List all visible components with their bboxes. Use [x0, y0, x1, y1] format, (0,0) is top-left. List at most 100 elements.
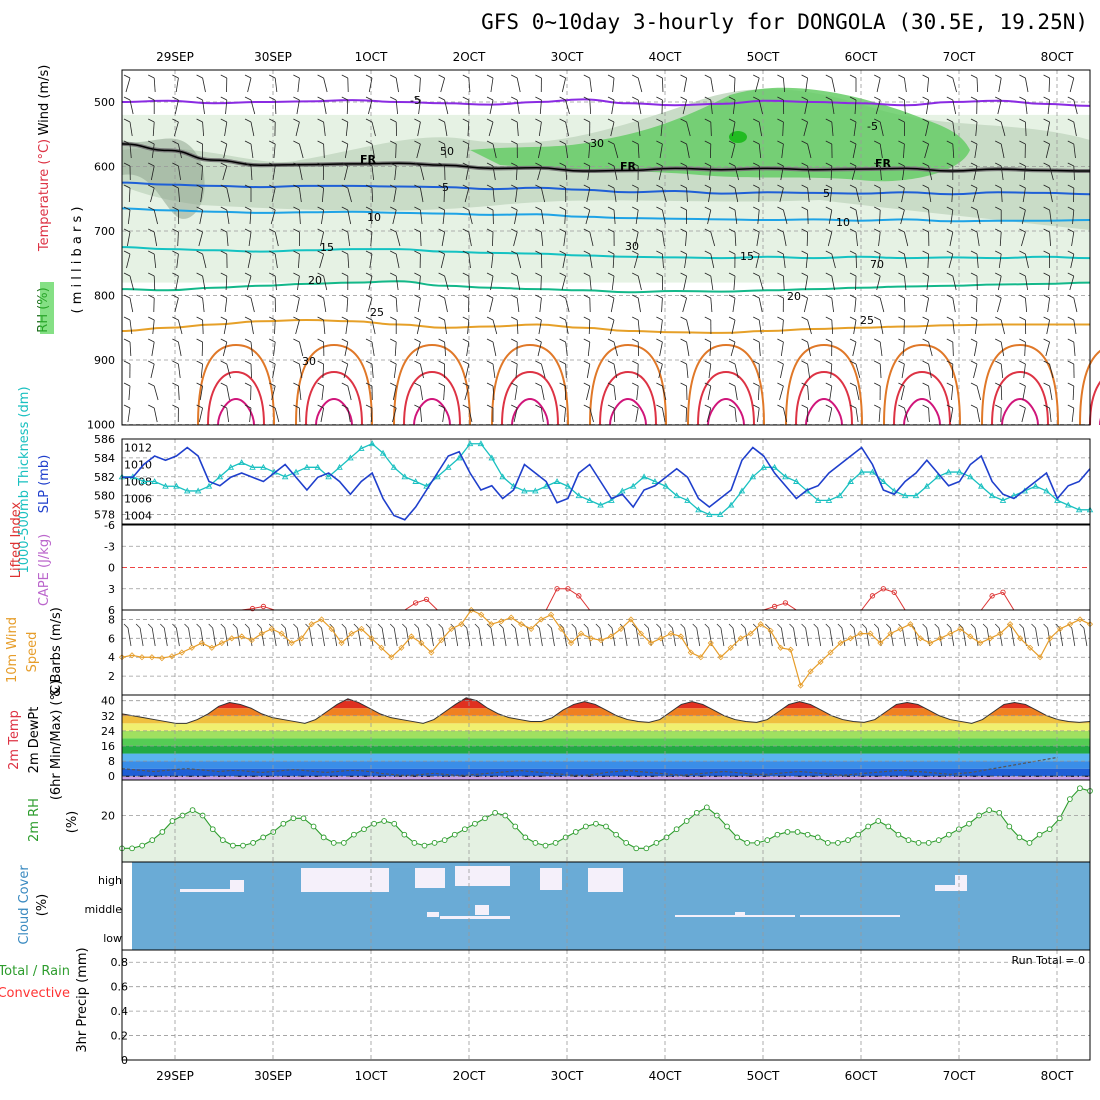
- rh2m-point: [1016, 834, 1023, 841]
- wind-speed-point: [887, 630, 894, 637]
- rh2m-point: [784, 829, 791, 835]
- wind-speed-point: [488, 621, 495, 628]
- temp2m-tick-label: 8: [108, 755, 115, 768]
- wind-speed-point: [1007, 621, 1014, 628]
- run-total-label: Run Total = 0: [1012, 954, 1086, 967]
- pressure-tick-label: 500: [94, 96, 115, 109]
- wind-speed-point: [348, 630, 355, 637]
- rh2m-point: [865, 823, 872, 830]
- rh2m-point: [351, 831, 357, 838]
- thickness-point: [869, 468, 876, 475]
- wind-speed-point: [208, 644, 215, 651]
- thickness-point: [499, 473, 506, 480]
- wind-speed-point: [897, 625, 904, 632]
- wind-speed-point: [308, 621, 315, 628]
- rh2m-tick-label: 20: [101, 810, 115, 823]
- thickness-point: [847, 478, 854, 484]
- thickness-point: [695, 506, 702, 513]
- precip-total-label: Total / Rain: [0, 964, 70, 979]
- cloud-gap-mid: [440, 916, 510, 919]
- thickness-point: [901, 492, 909, 499]
- wind10m-axis-label-barbs: & Barbs (m/s): [49, 607, 64, 697]
- temperature-contour-label: 10: [367, 211, 381, 224]
- x-tick-label-top: 30SEP: [254, 50, 292, 64]
- rh2m-point: [643, 845, 650, 852]
- thickness-point: [749, 473, 757, 480]
- rh2m-point: [290, 815, 297, 822]
- wind-barb-10m: [551, 627, 555, 647]
- cloud-gap: [455, 866, 510, 886]
- rh2m-point: [623, 840, 630, 846]
- thickness-point: [760, 463, 767, 470]
- wind-speed-point: [168, 653, 175, 660]
- lifted-point: [771, 603, 778, 610]
- thickness-point: [880, 478, 887, 484]
- wind-speed-point: [927, 639, 934, 647]
- thickness-point: [379, 449, 387, 456]
- rh2m-point: [754, 840, 761, 846]
- rh2m-point: [935, 837, 942, 843]
- wind-speed-point: [1047, 635, 1054, 642]
- wind-barb-10m: [248, 627, 253, 647]
- lifted-point: [413, 600, 419, 606]
- x-tick-label-bottom: 5OCT: [747, 1069, 780, 1083]
- thickness-point: [825, 496, 833, 503]
- thickness-point: [314, 463, 322, 470]
- lifted-point: [565, 586, 571, 592]
- rh2m-point: [613, 831, 619, 838]
- wind-speed-point: [757, 621, 764, 628]
- temperature-contour-hot: [511, 397, 549, 426]
- rh2m-point: [855, 831, 861, 838]
- rh2m-point: [451, 831, 458, 838]
- thickness-point: [967, 473, 974, 480]
- temp2m-tick-label: 0: [108, 770, 115, 783]
- wind-barb-10m: [514, 627, 519, 647]
- cloud-gap: [415, 868, 445, 888]
- rh2m-point: [361, 826, 367, 833]
- wind-barb-10m: [526, 627, 531, 647]
- freezing-level-label: FR: [360, 153, 377, 166]
- thickness-point: [140, 478, 148, 484]
- lifted-series-segment: [861, 595, 873, 611]
- lifted-point: [989, 593, 995, 599]
- wind-speed-point: [587, 635, 595, 642]
- temperature-contour-hot: [795, 370, 853, 426]
- wind-barb-10m: [805, 627, 809, 647]
- temp2m-band: [122, 708, 1090, 716]
- wind-speed-point: [178, 649, 185, 656]
- wind-barb-10m: [405, 627, 410, 647]
- rh2m-point: [461, 826, 468, 833]
- rh2m-point: [260, 834, 267, 841]
- wind-barb-10m: [212, 627, 217, 647]
- wind-barb-10m: [502, 627, 507, 647]
- lifted-point: [782, 600, 789, 606]
- cloud-gap-mid: [427, 912, 439, 917]
- wind-speed-point: [218, 639, 225, 647]
- wind-barb-10m: [998, 627, 1003, 647]
- rh2m-point: [1066, 796, 1073, 802]
- thickness-point: [347, 454, 354, 461]
- lifted-point: [554, 586, 560, 592]
- wind-barb-10m: [466, 627, 471, 647]
- rh2m-point: [320, 834, 327, 841]
- wind-barb-10m: [781, 627, 785, 647]
- thickness-point: [532, 487, 539, 494]
- thickness-point: [434, 473, 441, 480]
- wind-tick-label: 8: [108, 613, 115, 626]
- temperature-contour-hot: [1001, 397, 1039, 426]
- rh2m-point: [340, 840, 347, 846]
- wind-barb-10m: [127, 627, 132, 647]
- wind-speed-point: [637, 630, 644, 637]
- x-tick-label-top: 6OCT: [845, 50, 878, 64]
- rh2m-point: [814, 834, 821, 841]
- wind-speed-point: [318, 616, 325, 623]
- x-tick-label-top: 3OCT: [551, 50, 584, 64]
- wind-barb-10m: [381, 627, 386, 647]
- precip-tick-label: 0.8: [111, 956, 129, 969]
- wind-speed-point: [238, 633, 245, 640]
- temperature-contour-hot: [197, 343, 275, 426]
- thickness-point: [793, 478, 800, 484]
- wind-speed-point: [777, 644, 784, 651]
- wind-speed-point: [657, 635, 664, 642]
- rh2m-point: [421, 842, 428, 849]
